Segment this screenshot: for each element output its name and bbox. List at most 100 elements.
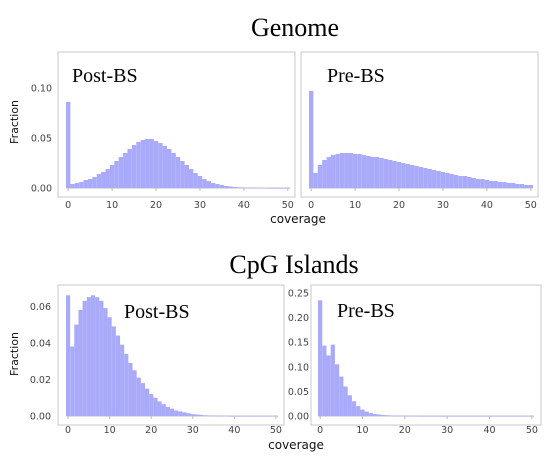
histogram-bar [107,317,112,416]
histogram-bar [118,157,124,188]
histogram-bar [87,179,93,188]
histogram-bar [268,188,273,189]
histogram-bar [493,181,498,188]
histogram-bar [440,416,446,417]
histogram-bar [153,397,158,416]
histogram-bar [519,184,525,188]
histogram-bar [390,415,395,417]
histogram-bar [347,395,352,416]
histogram-bar [211,415,216,417]
histogram-bar [86,297,91,416]
histogram-bar [411,415,416,417]
histogram-bar [309,91,314,188]
histogram-bar [232,187,238,188]
histogram-bar [419,416,424,417]
histogram-bar [480,179,485,188]
histogram-bar [379,158,384,188]
histogram-bar [111,326,116,416]
histogram-bar [427,169,432,188]
histogram-bar [504,416,509,417]
histogram-bar [521,416,526,417]
histogram-bar [66,295,71,416]
histogram-bar [373,414,378,416]
x-tick-label: 20 [393,200,405,211]
x-tick-label: 10 [106,200,118,211]
histogram-bar [199,414,204,416]
histogram-bar [453,416,458,417]
histogram-bar [357,154,362,188]
histogram-bar [253,416,258,417]
histogram-bar [410,165,415,188]
histogram-bar [257,416,262,417]
x-tick-label: 10 [104,425,116,436]
histogram-bar [511,183,516,188]
x-tick-label: 20 [150,200,162,211]
histogram-bar [462,416,467,417]
histogram-bar [206,181,211,188]
histogram-bar [250,187,255,189]
histogram-bar [74,183,80,188]
histogram-bar [240,416,245,417]
genome-title: Genome [251,13,339,42]
histogram-bar [366,156,371,188]
histogram-bar [90,295,96,416]
pre-bs-label: Pre-BS [337,300,395,322]
histogram-bar [388,160,393,188]
histogram-bar [254,187,260,189]
histogram-bar [96,174,102,188]
y-tick-label: 0.06 [30,302,51,313]
histogram-bar [445,173,450,188]
histogram-bar [202,179,207,188]
x-tick-label: 30 [187,425,199,436]
histogram-bar [145,139,150,188]
y-tick-label: 0.00 [30,412,51,423]
histogram-bar [335,154,340,188]
histogram-bar [428,416,433,417]
histogram-bar [370,157,375,188]
x-tick-label: 30 [437,200,449,211]
histogram-bar [423,416,429,417]
histogram-bar [381,415,386,416]
x-tick-label: 40 [481,200,493,211]
histogram-bar [313,173,318,188]
histogram-bar [517,416,522,417]
histogram-bar [158,143,163,188]
histogram-bar [197,176,203,188]
y-tick-label: 0.10 [31,84,52,95]
histogram-bar [334,364,340,416]
histogram-bar [360,409,365,416]
histogram-bar [115,335,121,416]
histogram-bar [215,184,220,188]
histogram-bar [210,183,216,188]
histogram-bar [525,416,530,417]
histogram-bar [458,176,463,188]
histogram-bar [339,376,344,416]
histogram-bar [343,386,348,416]
histogram-bar [188,169,194,188]
histogram-bar [322,160,327,188]
histogram-bar [140,140,146,188]
histogram-bar [495,416,501,417]
histogram-bar [149,139,154,188]
histogram-bar [136,377,141,416]
histogram-bar [175,157,181,188]
histogram-bar [114,161,119,188]
histogram-bar [131,145,137,188]
histogram-bar [132,370,137,416]
histogram-bar [171,153,176,188]
histogram-bar [167,149,172,188]
x-tick-label: 20 [399,425,411,436]
histogram-bar [182,412,187,416]
histogram-bar [241,187,247,189]
histogram-bar [92,177,97,188]
histogram-bar [180,161,185,188]
histogram-bar [224,186,229,188]
histogram-bar [127,149,132,188]
histogram-bar [246,187,251,189]
histogram-bar [228,186,233,188]
histogram-bar [82,300,87,416]
histogram-bar [478,416,484,417]
histogram-bar [440,172,446,188]
histogram-bar [263,187,269,189]
